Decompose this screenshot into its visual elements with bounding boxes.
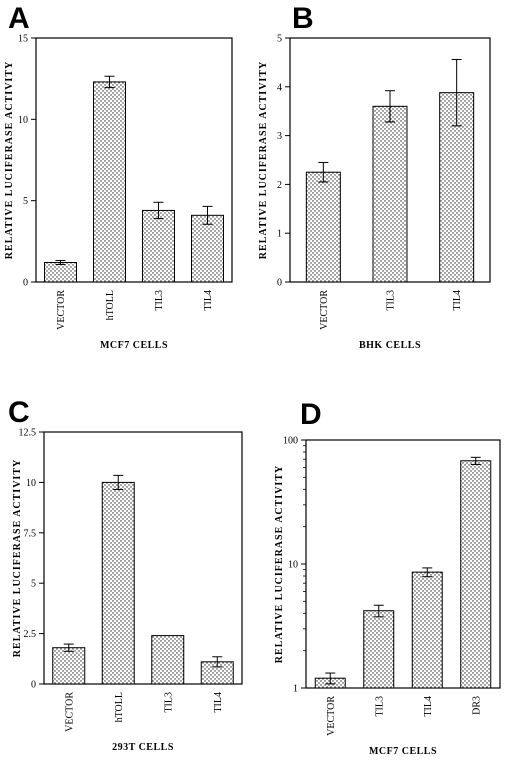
x-axis-title: BHK CELLS (359, 340, 421, 351)
x-tick-label: TIL4 (452, 290, 463, 311)
bar-til4 (191, 214, 224, 283)
panel-letter: C (8, 396, 30, 429)
panel-letter: B (292, 2, 314, 35)
y-tick-label: 5 (23, 196, 28, 207)
y-axis-title: RELATIVE LUCIFERASE ACTIVITY (274, 465, 285, 663)
bar-vector (305, 171, 341, 283)
y-tick-label: 12.5 (19, 428, 37, 439)
bar-vector (44, 261, 77, 283)
x-tick-label: VECTOR (64, 692, 75, 732)
x-tick-label: hTOLL (105, 290, 116, 320)
x-tick-label: TIL3 (386, 290, 397, 311)
bar-htoll (101, 481, 135, 685)
y-tick-label: 100 (283, 436, 298, 447)
chart-panel-b: B 0 1 2 3 4 5 RELATIVE LUCIFERASE ACTIVITY VECTO… (258, 2, 491, 351)
y-tick-label: 10 (26, 478, 36, 489)
x-tick-label: TIL4 (213, 692, 224, 713)
y-tick-label: 0 (277, 278, 282, 289)
y-tick-label: 2.5 (24, 629, 37, 640)
y-axis-title: RELATIVE LUCIFERASE ACTIVITY (258, 61, 269, 259)
y-tick-label: 1 (293, 684, 298, 695)
x-tick-label: TIL4 (203, 290, 214, 311)
bar-til3 (363, 610, 395, 689)
x-tick-label: TIL3 (154, 290, 165, 311)
y-axis-title: RELATIVE LUCIFERASE ACTIVITY (4, 61, 15, 259)
chart-panel-a: A 0 5 10 15 RELATIVE LUCIFERASE ACTIVITY VECTO… (4, 2, 233, 351)
x-tick-label: TIL3 (374, 696, 385, 717)
panel-letter: A (8, 2, 30, 35)
y-tick-label: 10 (18, 115, 28, 126)
y-tick-label: 4 (277, 82, 282, 93)
x-tick-label: TIL3 (163, 692, 174, 713)
bar-til3 (142, 209, 175, 283)
bar-til3 (372, 105, 408, 283)
y-tick-label: 5 (31, 579, 36, 590)
y-tick-label: 1 (277, 229, 282, 240)
bar-htoll (93, 81, 126, 283)
y-tick-label: 7.5 (24, 528, 37, 539)
x-tick-label: TIL4 (423, 696, 434, 717)
y-tick-label: 10 (288, 560, 298, 571)
y-tick-label: 5 (277, 34, 282, 45)
bar-til4 (411, 571, 443, 689)
y-tick-label: 2 (277, 180, 282, 191)
y-tick-label: 0 (23, 278, 28, 289)
x-tick-label: DR3 (471, 696, 482, 715)
panel-letter: D (300, 398, 322, 431)
y-tick-label: 0 (31, 680, 36, 691)
bar-vector (52, 647, 86, 685)
x-tick-label: VECTOR (319, 290, 330, 330)
x-axis-title: MCF7 CELLS (369, 746, 437, 757)
x-axis-title: 293T CELLS (112, 742, 174, 753)
y-axis-title: RELATIVE LUCIFERASE ACTIVITY (12, 459, 23, 657)
plot-frame (43, 431, 243, 685)
bar-til3 (151, 635, 185, 685)
y-tick-label: 15 (18, 34, 28, 45)
chart-panel-c: C 0 2.5 5 7.5 10 12.5 RELATIVE LUCIFERASE ACTIV… (8, 396, 243, 753)
x-axis-title: MCF7 CELLS (100, 340, 168, 351)
y-tick-label: 3 (277, 131, 282, 142)
x-tick-label: VECTOR (326, 696, 337, 736)
bar-dr3 (460, 460, 492, 689)
chart-panel-d: D 1 10 100 RELATIVE LUCIFERASE ACTIVITY VECTO… (274, 398, 501, 757)
plot-frame (35, 37, 233, 283)
x-tick-label: VECTOR (56, 290, 67, 330)
x-tick-label: hTOLL (114, 692, 125, 722)
